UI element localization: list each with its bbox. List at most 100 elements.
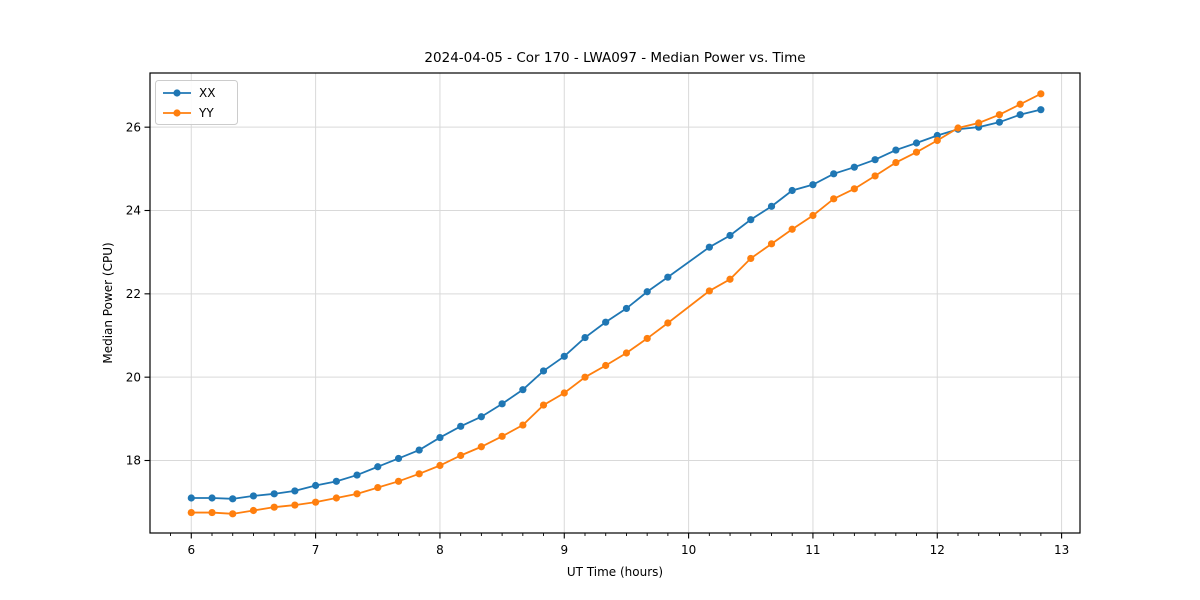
series-XX-point bbox=[1016, 111, 1024, 119]
series-XX-point bbox=[291, 487, 299, 495]
series-XX-point bbox=[809, 181, 817, 189]
series-YY-point bbox=[519, 421, 527, 429]
y-tick-label: 26 bbox=[126, 120, 141, 134]
series-XX-point bbox=[892, 146, 900, 154]
series-YY-point bbox=[560, 389, 568, 397]
series-YY-point bbox=[767, 240, 776, 248]
y-axis-label: Median Power (CPU) bbox=[101, 242, 115, 363]
series-XX-point bbox=[664, 273, 672, 281]
series-YY-point bbox=[498, 432, 506, 440]
series-YY-point bbox=[726, 275, 734, 283]
series-XX-point bbox=[477, 413, 485, 421]
series-XX-point bbox=[498, 400, 506, 408]
x-tick-label: 10 bbox=[681, 543, 696, 557]
series-YY-point bbox=[954, 124, 962, 132]
series-XX-point bbox=[726, 231, 734, 240]
series-YY-point bbox=[1037, 90, 1045, 98]
series-YY-point bbox=[291, 501, 299, 509]
series-YY-point bbox=[187, 508, 195, 517]
series-XX-point bbox=[933, 131, 941, 140]
series-YY-point bbox=[477, 443, 485, 451]
chart-title: 2024-04-05 - Cor 170 - LWA097 - Median P… bbox=[424, 50, 805, 66]
series-YY-point bbox=[539, 401, 548, 409]
series-XX-point bbox=[1037, 106, 1045, 114]
series-XX-point bbox=[332, 477, 340, 485]
series-XX-point bbox=[767, 202, 776, 210]
x-tick-label: 7 bbox=[312, 543, 320, 557]
y-tick-label: 20 bbox=[126, 370, 141, 384]
series-XX-point bbox=[415, 446, 423, 454]
x-tick-label: 12 bbox=[930, 543, 945, 557]
series-YY-point bbox=[747, 254, 755, 263]
series-YY-point bbox=[788, 225, 796, 233]
series-YY-point bbox=[664, 319, 672, 327]
series-YY-point bbox=[602, 361, 610, 370]
series-XX-point bbox=[312, 481, 320, 490]
series-YY-point bbox=[415, 470, 423, 478]
series-YY-point bbox=[892, 158, 900, 167]
series-YY-point bbox=[249, 506, 258, 515]
series-YY-point bbox=[850, 185, 858, 193]
series-YY-point bbox=[705, 287, 713, 295]
legend-label-YY: YY bbox=[198, 106, 214, 120]
series-YY-point bbox=[581, 373, 589, 381]
series-XX-point bbox=[353, 471, 361, 479]
series-XX-point bbox=[249, 492, 258, 500]
series-YY-point bbox=[809, 211, 817, 220]
series-XX-point bbox=[912, 139, 921, 147]
series-YY-point bbox=[643, 334, 651, 343]
legend-marker-YY bbox=[173, 109, 181, 117]
series-XX-point bbox=[519, 386, 527, 394]
plot-border bbox=[149, 72, 1081, 534]
series-XX-point bbox=[643, 288, 651, 296]
series-XX-point bbox=[229, 495, 237, 503]
legend-box bbox=[155, 80, 238, 125]
series-XX-point bbox=[374, 463, 382, 471]
series-YY-point bbox=[1016, 100, 1024, 108]
x-axis-label: UT Time (hours) bbox=[567, 565, 663, 579]
series-YY-point bbox=[229, 510, 237, 518]
series-XX-point bbox=[830, 170, 838, 178]
series-YY-point bbox=[270, 503, 278, 511]
axis-layer: 6 7 8 9 10 11 12 13 18 20 22 24 26 bbox=[126, 120, 1070, 557]
series-YY-point bbox=[374, 483, 382, 492]
series-XX-point bbox=[187, 494, 195, 502]
legend-label-XX: XX bbox=[199, 86, 215, 100]
y-tick-label: 24 bbox=[126, 204, 141, 218]
series-YY-point bbox=[208, 508, 216, 517]
series-XX-point bbox=[394, 454, 403, 463]
legend-marker-XX bbox=[173, 89, 181, 97]
series-XX-point bbox=[539, 367, 548, 375]
data-layer bbox=[187, 90, 1045, 518]
series-XX-point bbox=[788, 186, 796, 195]
x-tick-label: 13 bbox=[1054, 543, 1069, 557]
series-YY-point bbox=[394, 477, 403, 485]
series-YY-point bbox=[912, 148, 921, 156]
series-YY-point bbox=[457, 451, 465, 460]
series-YY-point bbox=[312, 498, 320, 506]
series-XX-point bbox=[208, 494, 216, 502]
legend: XX YY bbox=[155, 80, 238, 125]
series-XX-point bbox=[457, 422, 465, 430]
series-XX-point bbox=[850, 163, 858, 171]
series-XX-point bbox=[747, 216, 755, 224]
series-YY-point bbox=[975, 119, 983, 127]
series-XX-line bbox=[191, 108, 1042, 500]
series-YY-point bbox=[622, 349, 631, 357]
series-YY-point bbox=[933, 136, 941, 145]
series-XX-point bbox=[581, 333, 589, 342]
series-YY-line bbox=[191, 93, 1042, 515]
series-YY-point bbox=[353, 490, 361, 498]
grid-layer bbox=[150, 73, 1080, 533]
series-YY-point bbox=[332, 494, 340, 502]
series-YY-point bbox=[436, 461, 444, 470]
x-tick-label: 8 bbox=[436, 543, 444, 557]
series-YY-point bbox=[830, 195, 838, 203]
series-YY-point bbox=[871, 172, 879, 180]
series-XX-point bbox=[560, 352, 568, 360]
series-XX-point bbox=[871, 156, 879, 164]
y-tick-label: 18 bbox=[126, 454, 141, 468]
x-tick-label: 6 bbox=[187, 543, 195, 557]
